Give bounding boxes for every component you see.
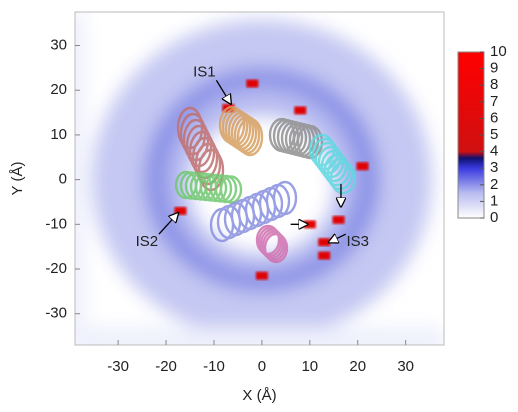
hotspot	[332, 215, 345, 224]
y-tick-label: 30	[50, 36, 67, 53]
helix-turn	[263, 232, 289, 264]
x-tick-label: 0	[258, 358, 266, 375]
colorbar-label: 8	[490, 76, 498, 93]
helix-turn	[323, 153, 351, 187]
helix	[174, 170, 243, 204]
colorbar-label: 7	[490, 93, 498, 110]
annotation: IS2	[136, 233, 159, 250]
helix-turn	[259, 228, 285, 260]
y-tick-label: -30	[45, 305, 67, 322]
annotation-arrow	[215, 80, 230, 103]
edge-fade-l	[75, 12, 85, 345]
colorbar-label: 3	[490, 159, 498, 176]
helix-turn	[194, 142, 222, 186]
x-axis-label: X (Å)	[242, 387, 276, 404]
hotspot	[246, 79, 259, 88]
colorbar-label: 6	[490, 109, 498, 126]
helix-turn	[233, 115, 261, 155]
helix-turn	[219, 175, 243, 204]
x-tick-label: 20	[349, 358, 366, 375]
helix-turn	[296, 124, 324, 160]
y-tick-label: -10	[45, 215, 67, 232]
colorbar-label: 4	[490, 143, 498, 160]
colorbar-label: 2	[490, 176, 498, 193]
helix	[308, 133, 357, 195]
helix	[209, 180, 298, 243]
hotspot	[318, 238, 331, 247]
annotation-arrow	[329, 234, 347, 242]
annotation: IS3	[346, 233, 369, 250]
colorbar-label: 5	[490, 126, 498, 143]
hotspot	[174, 206, 187, 215]
annotation-arrow	[158, 213, 178, 235]
helix-turn	[236, 117, 264, 157]
density-plot	[75, 12, 444, 345]
helix-turn	[320, 149, 348, 183]
colorbar-label: 0	[490, 209, 498, 226]
hotspot	[356, 162, 369, 171]
helix-turn	[261, 230, 287, 262]
helix	[255, 224, 289, 264]
x-tick-label: -10	[203, 358, 225, 375]
colorbar-label: 9	[490, 60, 498, 77]
helix-turn	[188, 130, 216, 174]
y-tick-label: 10	[50, 126, 67, 143]
hotspot	[318, 251, 331, 260]
y-tick-label: 0	[59, 171, 67, 188]
overlay: -30 -20 -10 0 10 20 30 -30 -20 -10 0 10 20 30 IS1 IS2 IS…	[45, 11, 445, 375]
helix-turn	[272, 180, 298, 216]
x-tick-label: -30	[107, 358, 129, 375]
helix-turn	[326, 157, 354, 191]
helix-turn	[257, 226, 283, 258]
hotspot	[294, 106, 307, 115]
x-tick-label: -20	[155, 358, 177, 375]
helix-turn	[255, 224, 281, 256]
helix	[218, 105, 264, 157]
hotspot	[303, 220, 316, 229]
plot-frame	[74, 11, 445, 346]
y-tick-label: -20	[45, 260, 67, 277]
x-tick-label: 30	[397, 358, 414, 375]
annotation: IS1	[193, 63, 216, 80]
colorbar-label: 1	[490, 192, 498, 209]
colorbar	[457, 51, 485, 219]
edge-fade-b	[75, 327, 444, 345]
helix-turn	[329, 161, 357, 195]
y-tick-label: 20	[50, 81, 67, 98]
x-tick-label: 10	[301, 358, 318, 375]
y-axis-label: Y (Å)	[9, 162, 26, 196]
colorbar-label: 10	[490, 43, 507, 60]
hotspot	[255, 271, 268, 280]
